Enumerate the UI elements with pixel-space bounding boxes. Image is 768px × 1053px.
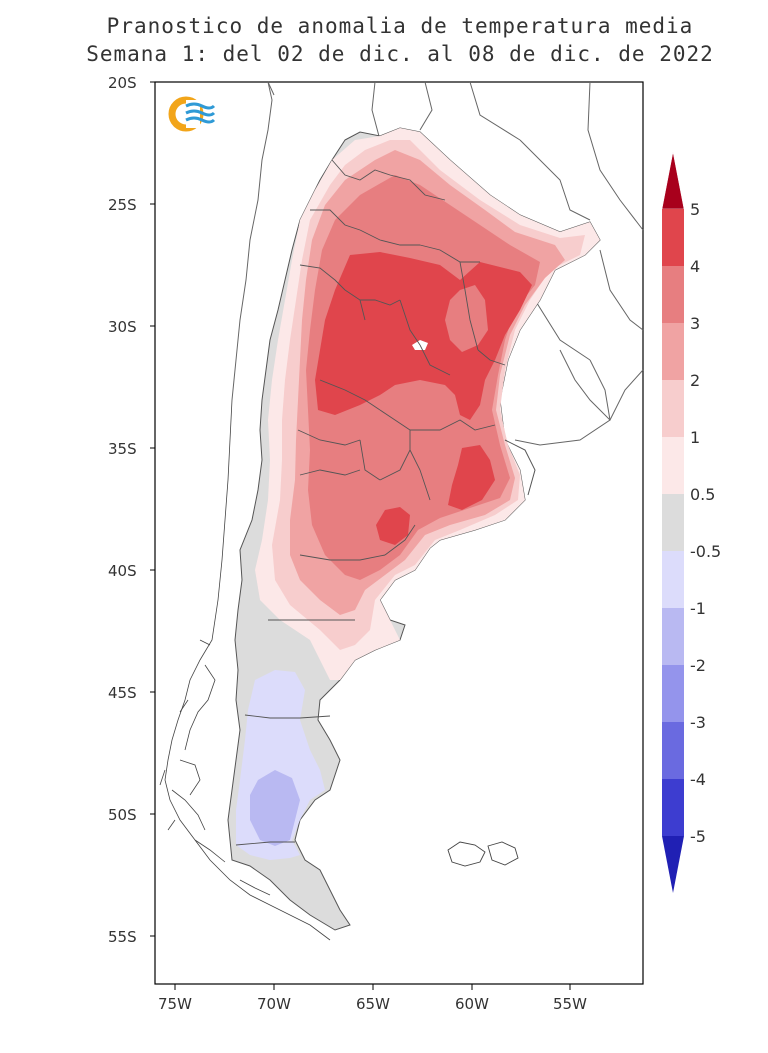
colorbar-segment-m1-m05: [662, 551, 684, 608]
region-anomaly-3-4-island: [445, 285, 488, 352]
colorbar-label-4: 4: [690, 257, 700, 276]
colorbar-label-5: 5: [690, 200, 700, 219]
colorbar-label-3: 3: [690, 314, 700, 333]
chile-coastline: [159, 399, 331, 941]
colorbar-label-0-5: 0.5: [690, 485, 715, 504]
lat-tick-45s: 45S: [108, 684, 137, 702]
lat-tick-55s: 55S: [108, 928, 137, 946]
colorbar-bottom-arrow: [662, 836, 684, 893]
map-title-line-2: Semana 1: del 02 de dic. al 08 de dic. d…: [86, 42, 714, 66]
colorbar-segment-m3-m2: [662, 665, 684, 722]
region-anomaly-4-5-south: [376, 507, 410, 545]
colorbar: 5 4 3 2 1 0.5 -0.5 -1 -2 -3 -4 -5: [661, 151, 721, 893]
colorbar-segment-3-4: [662, 266, 684, 323]
smn-logo-icon: [168, 96, 216, 132]
rio-de-la-plata: [504, 439, 536, 496]
colorbar-label-minus-0-5: -0.5: [690, 542, 721, 561]
malvinas-islands: [447, 841, 519, 867]
lon-tick-70w: 70W: [257, 995, 291, 1013]
colorbar-label-minus-3: -3: [690, 713, 706, 732]
colorbar-label-minus-2: -2: [690, 656, 706, 675]
province-borders: [235, 159, 506, 846]
colorbar-label-minus-5: -5: [690, 827, 706, 846]
region-anomaly-m2-m1: [250, 770, 300, 846]
lat-tick-25s: 25S: [108, 196, 137, 214]
colorbar-label-minus-4: -4: [690, 770, 706, 789]
latitude-axis: 20S 25S 30S 35S 40S 45S 50S 55S: [108, 74, 155, 946]
colorbar-segment-m2-m1: [662, 608, 684, 665]
map-content: [159, 81, 644, 941]
colorbar-segment-1-2: [662, 380, 684, 437]
colorbar-segment-m4-m3: [662, 722, 684, 779]
longitude-axis: 75W 70W 65W 60W 55W: [158, 984, 587, 1013]
lat-tick-35s: 35S: [108, 440, 137, 458]
lon-tick-60w: 60W: [455, 995, 489, 1013]
colorbar-segment-neutral: [662, 494, 684, 551]
region-anomaly-4-5-east: [448, 445, 495, 510]
colorbar-label-2: 2: [690, 371, 700, 390]
colorbar-segment-05-1: [662, 437, 684, 494]
lat-tick-20s: 20S: [108, 74, 137, 92]
colorbar-label-minus-1: -1: [690, 599, 706, 618]
lon-tick-75w: 75W: [158, 995, 192, 1013]
lat-tick-40s: 40S: [108, 562, 137, 580]
colorbar-segment-m5-m4: [662, 779, 684, 836]
colorbar-segment-2-3: [662, 323, 684, 380]
lon-tick-55w: 55W: [553, 995, 587, 1013]
lat-tick-50s: 50S: [108, 806, 137, 824]
colorbar-label-1: 1: [690, 428, 700, 447]
map-title-line-1: Pranostico de anomalia de temperatura me…: [106, 14, 694, 38]
lon-tick-65w: 65W: [356, 995, 390, 1013]
colorbar-top-arrow: [661, 151, 685, 210]
lat-tick-30s: 30S: [108, 318, 137, 336]
colorbar-segment-4-5: [662, 209, 684, 266]
